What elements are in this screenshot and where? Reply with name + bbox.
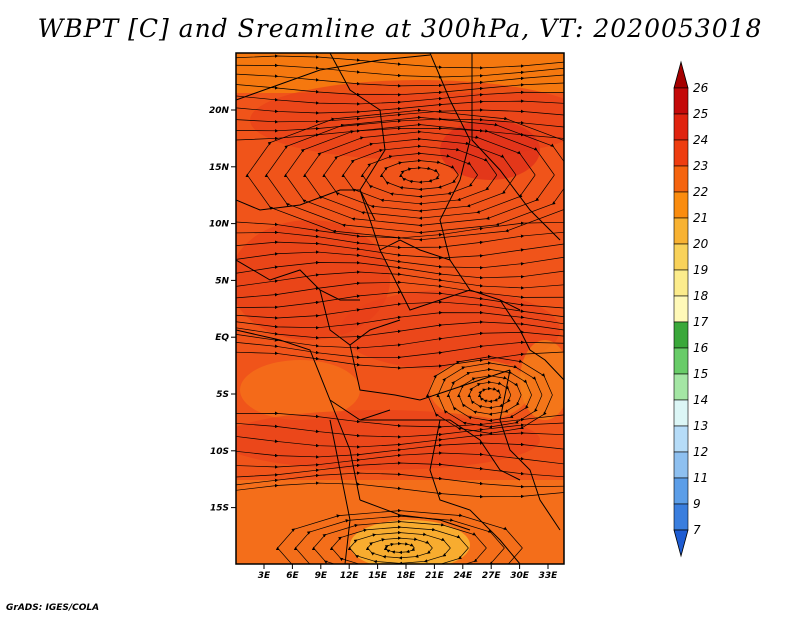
colorbar-label: 16 (693, 341, 709, 355)
lat-tick-label: EQ (215, 333, 229, 343)
lat-tick-label: 10S (210, 447, 229, 457)
colorbar-label: 19 (693, 263, 708, 277)
lat-tick-label: 5N (215, 276, 229, 286)
colorbar-label: 21 (693, 211, 708, 225)
colorbar-label: 15 (693, 367, 708, 381)
colorbar: 26 25 24 23 22 21 20 19 18 17 16 15 14 13 12 11 9 7 (673, 60, 709, 558)
colorbar-segment (673, 217, 689, 245)
colorbar-max-arrow (673, 60, 689, 89)
lon-tick-label: 24E (453, 571, 473, 581)
colorbar-segment (673, 477, 689, 505)
colorbar-label: 25 (693, 107, 708, 121)
colorbar-segment (673, 295, 689, 323)
colorbar-label: 23 (693, 159, 708, 173)
colorbar-label: 24 (693, 133, 708, 147)
lon-tick-label: 21E (425, 571, 445, 581)
colorbar-label: 11 (693, 471, 708, 485)
chart-title: WBPT [C] and Sreamline at 300hPa, VT: 20… (37, 14, 763, 43)
lon-tick-label: 30E (510, 571, 530, 581)
lon-tick-label: 12E (340, 571, 360, 581)
colorbar-segment (673, 399, 689, 427)
streamline (275, 508, 523, 564)
colorbar-segment (673, 87, 689, 115)
colorbar-label: 14 (693, 393, 708, 407)
colorbar-segment (673, 113, 689, 141)
colorbar-segment (673, 191, 689, 219)
colorbar-segment (673, 503, 689, 531)
lon-tick-label: 27E (482, 571, 502, 581)
lat-tick-label: 10N (209, 220, 230, 230)
lat-tick-label: 15S (210, 504, 229, 514)
latitude-axis: 20N 15N 10N 5N EQ 5S 10S 15S (209, 106, 236, 514)
colorbar-segment (673, 269, 689, 297)
colorbar-segment (673, 451, 689, 479)
lat-tick-label: 20N (209, 106, 230, 116)
lon-tick-label: 15E (368, 571, 388, 581)
streamline (236, 481, 564, 499)
longitude-axis: 3E 6E 9E 12E 15E 18E 21E 24E 27E 30E 33E (258, 564, 558, 581)
colorbar-label: 18 (693, 289, 709, 303)
colorbar-label: 13 (693, 419, 708, 433)
colorbar-label: 7 (693, 523, 701, 537)
colorbar-label: 9 (693, 497, 701, 511)
colorbar-segment (673, 321, 689, 349)
colorbar-label: 17 (693, 315, 709, 329)
credit-label: GrADS: IGES/COLA (6, 603, 100, 613)
country-borders (236, 53, 564, 564)
colorbar-segment (673, 165, 689, 193)
colorbar-segment (673, 243, 689, 271)
map-frame (235, 52, 565, 565)
colorbar-segment (673, 139, 689, 167)
lon-tick-label: 3E (258, 571, 271, 581)
lat-tick-label: 5S (216, 390, 229, 400)
colorbar-segment (673, 373, 689, 401)
lon-tick-label: 18E (397, 571, 417, 581)
lon-tick-label: 9E (315, 571, 328, 581)
colorbar-segment (673, 347, 689, 375)
lon-tick-label: 6E (286, 571, 299, 581)
colorbar-label: 20 (693, 237, 709, 251)
colorbar-label: 26 (693, 81, 709, 95)
colorbar-label: 22 (693, 185, 708, 199)
lat-tick-label: 15N (209, 163, 230, 173)
colorbar-segment (673, 425, 689, 453)
colorbar-min-arrow (673, 529, 689, 558)
colorbar-label: 12 (693, 445, 708, 459)
streamlines (236, 54, 564, 564)
lon-tick-label: 33E (539, 571, 559, 581)
